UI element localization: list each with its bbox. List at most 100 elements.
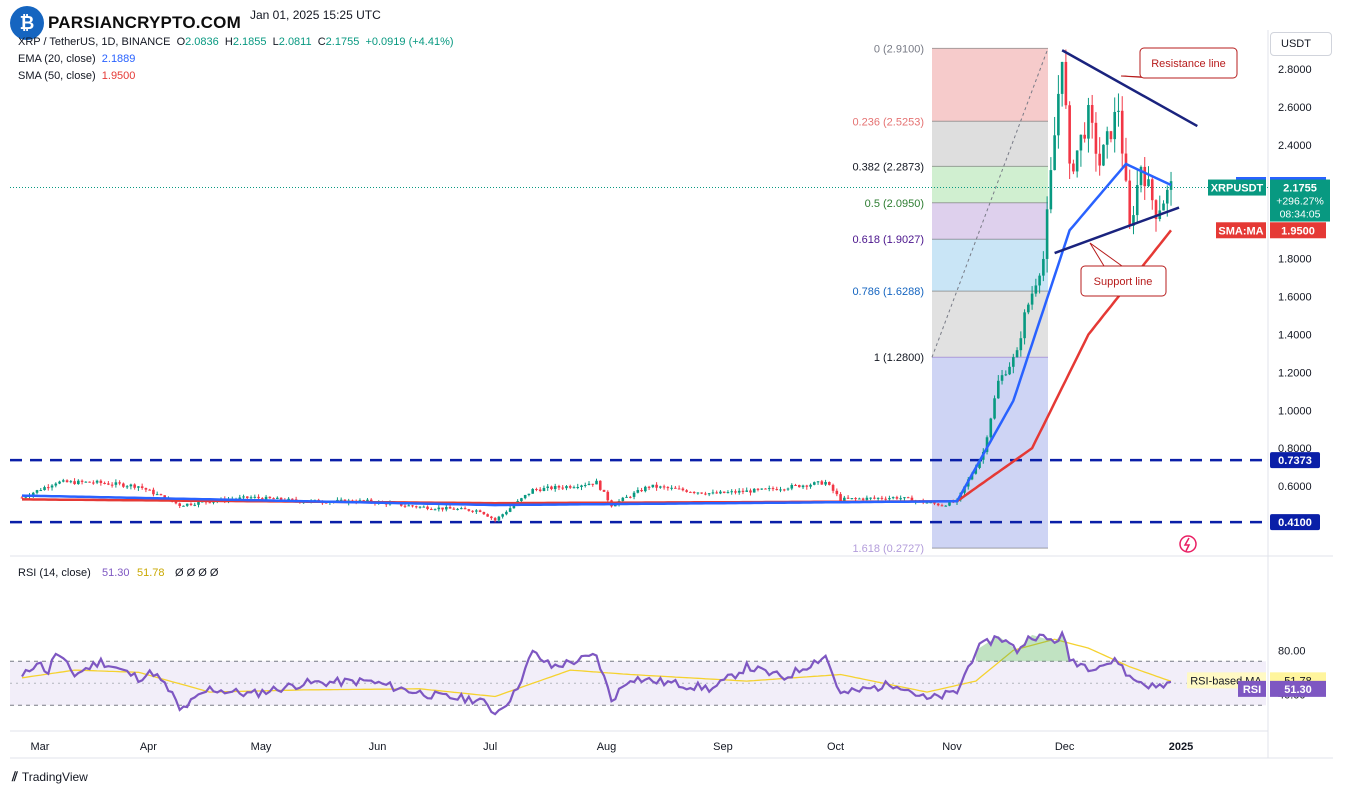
candle[interactable] bbox=[185, 503, 189, 506]
candle[interactable] bbox=[647, 486, 651, 488]
candle[interactable] bbox=[557, 486, 561, 488]
candle[interactable] bbox=[505, 511, 508, 515]
candle[interactable] bbox=[1000, 375, 1004, 381]
candle[interactable] bbox=[674, 487, 677, 489]
candle[interactable] bbox=[1113, 111, 1117, 140]
candle[interactable] bbox=[1098, 153, 1101, 166]
candle[interactable] bbox=[933, 502, 936, 504]
candle[interactable] bbox=[490, 516, 493, 519]
candle[interactable] bbox=[756, 488, 760, 490]
candle[interactable] bbox=[429, 509, 433, 511]
candle[interactable] bbox=[1105, 131, 1109, 145]
candle[interactable] bbox=[640, 490, 643, 492]
candle[interactable] bbox=[403, 505, 407, 507]
price-pane[interactable] bbox=[10, 32, 1266, 556]
candle[interactable] bbox=[891, 497, 895, 499]
candle[interactable] bbox=[771, 488, 775, 490]
candle[interactable] bbox=[685, 490, 688, 492]
candle[interactable] bbox=[726, 492, 730, 494]
candle[interactable] bbox=[50, 485, 54, 488]
candle[interactable] bbox=[31, 492, 35, 496]
candle[interactable] bbox=[1094, 122, 1098, 154]
candle[interactable] bbox=[1068, 105, 1071, 164]
candle[interactable] bbox=[861, 498, 865, 500]
candle[interactable] bbox=[336, 499, 339, 502]
candle[interactable] bbox=[797, 485, 801, 488]
candle[interactable] bbox=[1162, 203, 1165, 211]
candle[interactable] bbox=[471, 510, 474, 512]
candle[interactable] bbox=[903, 497, 906, 499]
candle[interactable] bbox=[62, 480, 65, 482]
candle[interactable] bbox=[463, 508, 467, 510]
candle[interactable] bbox=[99, 480, 103, 483]
ema-legend[interactable]: EMA (20, close) 2.1889 bbox=[18, 53, 136, 65]
candle[interactable] bbox=[1012, 357, 1015, 367]
candle[interactable] bbox=[985, 437, 989, 452]
candle[interactable] bbox=[103, 482, 106, 484]
candle[interactable] bbox=[538, 489, 542, 492]
symbol-name[interactable]: XRP / TetherUS, 1D, BINANCE bbox=[18, 36, 171, 48]
currency-button[interactable]: USDT bbox=[1270, 32, 1332, 56]
candle[interactable] bbox=[613, 504, 617, 507]
candle[interactable] bbox=[249, 497, 253, 499]
resistance-callout-box[interactable] bbox=[1139, 47, 1238, 79]
candle[interactable] bbox=[137, 486, 140, 488]
candle[interactable] bbox=[636, 490, 640, 493]
candle[interactable] bbox=[133, 484, 136, 488]
candle[interactable] bbox=[291, 498, 294, 500]
candle[interactable] bbox=[824, 481, 827, 485]
candle[interactable] bbox=[497, 516, 501, 521]
candle[interactable] bbox=[670, 487, 673, 489]
candle[interactable] bbox=[550, 486, 553, 490]
candle[interactable] bbox=[238, 497, 242, 500]
candle[interactable] bbox=[107, 483, 110, 485]
candle[interactable] bbox=[997, 380, 1000, 399]
candle[interactable] bbox=[542, 487, 546, 492]
ema-20-line[interactable] bbox=[21, 162, 1172, 507]
candle[interactable] bbox=[193, 504, 197, 506]
candle[interactable] bbox=[940, 505, 944, 507]
candle[interactable] bbox=[159, 494, 163, 496]
candle[interactable] bbox=[580, 485, 583, 488]
candle[interactable] bbox=[719, 491, 722, 494]
lightning-icon[interactable] bbox=[1179, 535, 1197, 553]
candle[interactable] bbox=[1150, 179, 1154, 201]
sma-legend[interactable]: SMA (50, close) 1.9500 bbox=[18, 70, 136, 82]
candle[interactable] bbox=[433, 509, 437, 511]
candle[interactable] bbox=[520, 498, 523, 502]
candle[interactable] bbox=[535, 489, 538, 491]
candle[interactable] bbox=[749, 490, 752, 493]
candle[interactable] bbox=[561, 487, 565, 489]
candle[interactable] bbox=[152, 489, 155, 495]
candle[interactable] bbox=[888, 498, 891, 500]
candle[interactable] bbox=[850, 498, 854, 500]
candle[interactable] bbox=[448, 507, 452, 509]
candle[interactable] bbox=[779, 489, 782, 491]
candle[interactable] bbox=[820, 481, 824, 485]
candle[interactable] bbox=[508, 508, 512, 512]
candle[interactable] bbox=[831, 484, 835, 491]
candle[interactable] bbox=[129, 484, 133, 487]
candle[interactable] bbox=[1064, 61, 1068, 106]
candle[interactable] bbox=[858, 498, 861, 500]
candle[interactable] bbox=[659, 486, 662, 488]
candle[interactable] bbox=[1154, 200, 1158, 219]
candle[interactable] bbox=[1165, 189, 1169, 204]
candle[interactable] bbox=[246, 496, 249, 499]
candle[interactable] bbox=[884, 498, 887, 500]
sma-50-line[interactable] bbox=[22, 229, 1172, 505]
candle[interactable] bbox=[1143, 166, 1147, 187]
candle[interactable] bbox=[1090, 105, 1094, 123]
candle[interactable] bbox=[1015, 350, 1019, 358]
candle[interactable] bbox=[1053, 135, 1056, 171]
candle[interactable] bbox=[73, 481, 76, 485]
candle[interactable] bbox=[936, 503, 940, 506]
candle[interactable] bbox=[895, 497, 899, 499]
candle[interactable] bbox=[77, 480, 80, 485]
candle[interactable] bbox=[140, 486, 144, 488]
resistance-line[interactable] bbox=[1061, 49, 1198, 128]
candle[interactable] bbox=[197, 501, 200, 505]
candle[interactable] bbox=[1109, 131, 1113, 140]
candle[interactable] bbox=[568, 486, 572, 488]
